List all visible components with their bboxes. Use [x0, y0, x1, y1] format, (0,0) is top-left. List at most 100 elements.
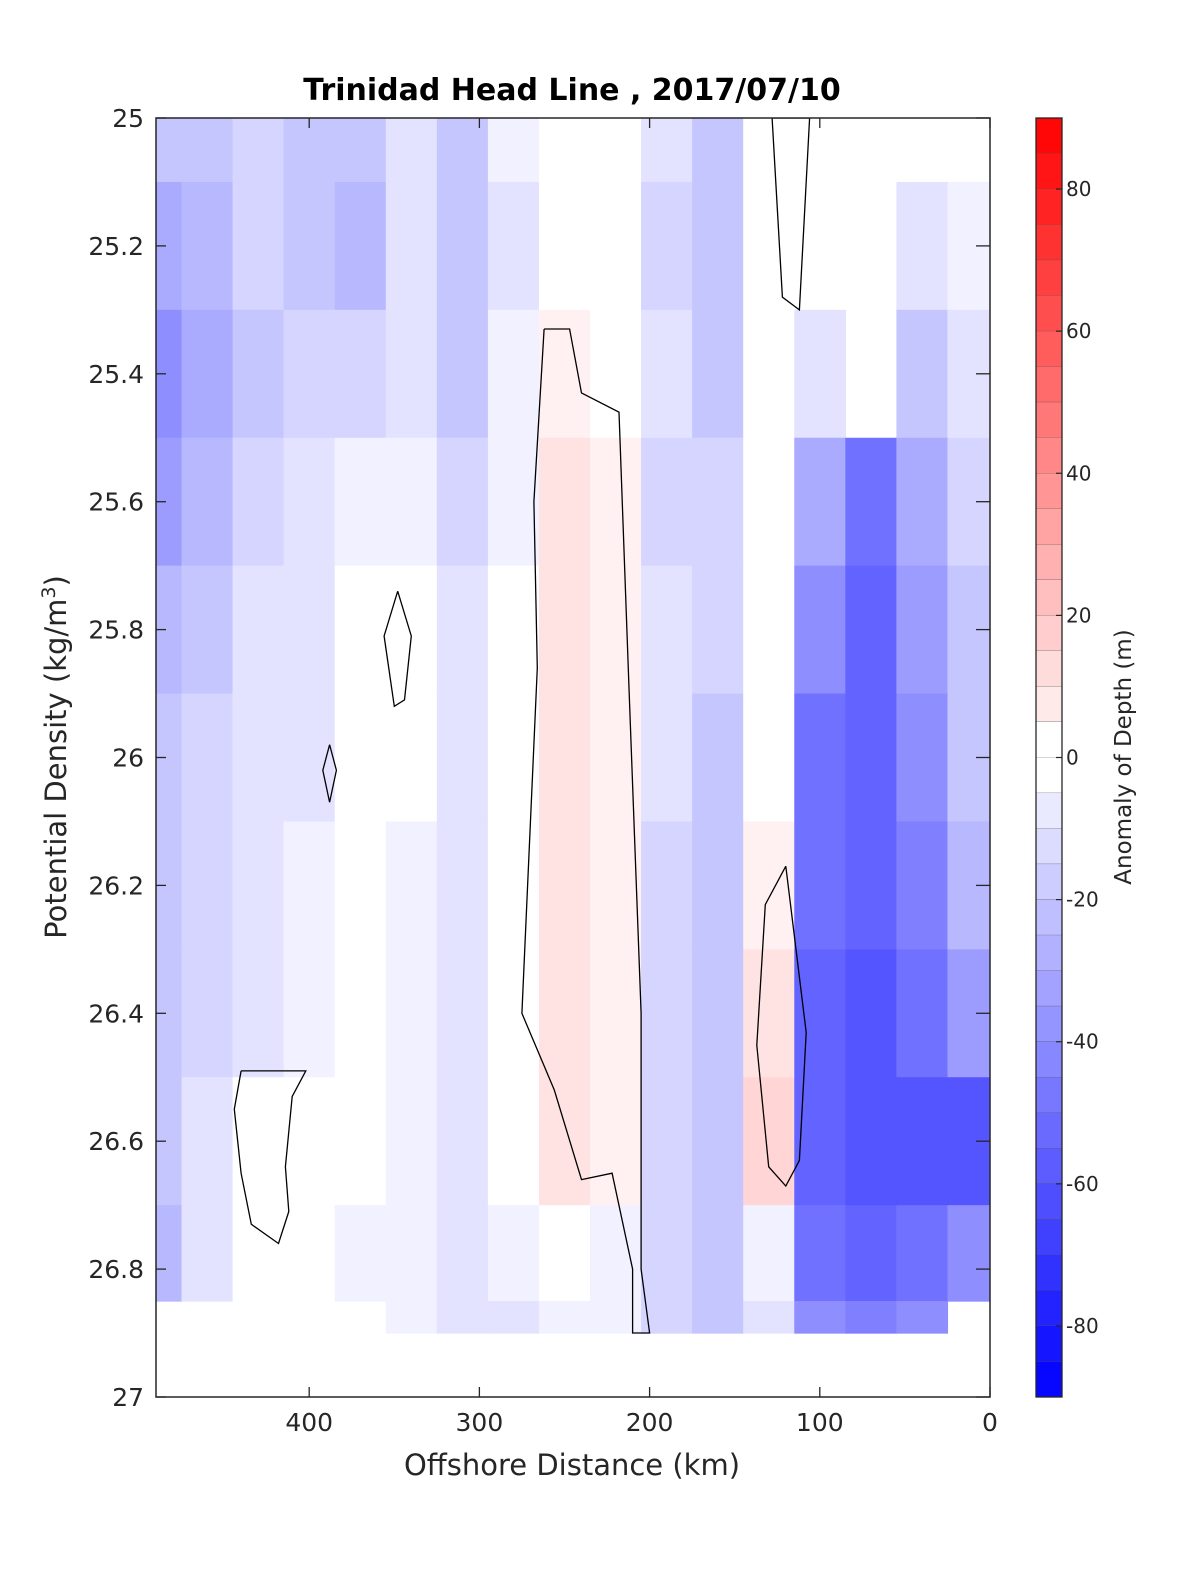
colorbar-segment — [1036, 864, 1062, 901]
heatmap-cell — [743, 821, 795, 950]
colorbar-segment — [1036, 331, 1062, 368]
heatmap-cell — [794, 693, 846, 823]
colorbar-segment — [1036, 1325, 1062, 1362]
heatmap-cell — [487, 118, 540, 183]
heatmap-cell — [436, 693, 489, 823]
heatmap-cell — [334, 1077, 387, 1206]
colorbar-segment — [1036, 828, 1062, 865]
heatmap-cell — [538, 181, 591, 311]
heatmap-cell — [692, 565, 744, 695]
y-axis-label-close: ) — [39, 575, 73, 586]
heatmap-cell — [181, 565, 234, 695]
heatmap-cell — [794, 1301, 846, 1334]
heatmap-cell — [232, 949, 285, 1078]
heatmap-cell — [232, 693, 285, 823]
heatmap-cell — [487, 437, 540, 567]
colorbar-segment — [1036, 260, 1062, 297]
colorbar-tick-label: -20 — [1066, 888, 1099, 912]
y-tick-label: 26 — [112, 744, 144, 773]
heatmap-cell — [947, 437, 990, 567]
zero-contour-line — [771, 118, 811, 312]
heatmap-cell — [947, 309, 990, 439]
heatmap-cell — [590, 693, 642, 823]
y-tick-label: 26.2 — [88, 871, 144, 900]
colorbar-segment — [1036, 1219, 1062, 1256]
colorbar-segment — [1036, 189, 1062, 225]
colorbar-segment — [1036, 402, 1062, 439]
heatmap-cell — [181, 309, 234, 439]
y-tick-label: 25.4 — [88, 360, 144, 389]
heatmap-cell — [692, 181, 744, 311]
heatmap-cell — [794, 309, 846, 439]
heatmap-cell — [590, 949, 642, 1078]
heatmap-cell — [947, 565, 990, 695]
heatmap-cell — [641, 437, 693, 567]
heatmap-cell — [283, 821, 336, 950]
x-axis-label: Offshore Distance (km) — [404, 1448, 740, 1482]
heatmap-cell — [487, 1301, 540, 1334]
heatmap-cell — [641, 181, 693, 311]
heatmap-cell — [436, 565, 489, 695]
heatmap-cell — [947, 821, 990, 950]
heatmap-cell — [181, 118, 234, 183]
colorbar-segment — [1036, 1041, 1062, 1078]
heatmap-cell — [385, 693, 438, 823]
heatmap-cell — [232, 181, 285, 311]
colorbar-segment — [1036, 544, 1062, 581]
heatmap-cell — [590, 1301, 642, 1334]
heatmap-cell — [283, 118, 336, 183]
colorbar-segment — [1036, 508, 1062, 545]
heatmap-cell — [743, 181, 795, 311]
heatmap-cell — [487, 949, 540, 1078]
y-axis-label-superscript: 3 — [38, 586, 60, 598]
colorbar-tick-label: 0 — [1066, 746, 1079, 770]
heatmap-cell — [845, 437, 897, 567]
colorbar-segment — [1036, 721, 1062, 758]
heatmap-cell — [538, 1077, 591, 1206]
heatmap-cell — [947, 693, 990, 823]
colorbar-segment — [1036, 1006, 1062, 1043]
heatmap-cell — [743, 309, 795, 439]
y-tick-label: 26.4 — [88, 999, 144, 1028]
heatmap-cell — [743, 949, 795, 1078]
heatmap-cell — [232, 309, 285, 439]
heatmap-cell — [896, 1205, 949, 1302]
x-tick-label: 300 — [456, 1408, 504, 1437]
colorbar-segment — [1036, 686, 1062, 723]
heatmap-cell — [232, 821, 285, 950]
heatmap-cell — [794, 949, 846, 1078]
x-tick-label: 100 — [796, 1408, 844, 1437]
heatmap-cell — [794, 565, 846, 695]
heatmap-cell — [487, 1205, 540, 1302]
heatmap-cell — [385, 181, 438, 311]
heatmap-cell — [538, 118, 591, 183]
zero-contours — [233, 118, 811, 1334]
heatmap-cell — [283, 1205, 336, 1302]
heatmap-cell — [181, 1205, 234, 1302]
colorbar-segment — [1036, 1112, 1062, 1149]
heatmap-cell — [896, 565, 949, 695]
heatmap-cell — [232, 437, 285, 567]
heatmap-cell — [283, 949, 336, 1078]
heatmap-cell — [590, 309, 642, 439]
colorbar-tick-label: 20 — [1066, 603, 1091, 627]
y-tick-label: 25.2 — [88, 232, 144, 261]
heatmap-cell — [641, 1301, 693, 1334]
colorbar-segment — [1036, 1290, 1062, 1327]
colorbar-tick-label: -60 — [1066, 1172, 1099, 1196]
heatmap-cell — [436, 181, 489, 311]
heatmap-cell — [385, 437, 438, 567]
heatmap-cell — [896, 1077, 949, 1206]
colorbar-segment — [1036, 295, 1062, 332]
heatmap-cell — [641, 693, 693, 823]
heatmap-cell — [590, 118, 642, 183]
heatmap-cell — [743, 1301, 795, 1334]
heatmap-cell — [743, 1205, 795, 1302]
heatmap-cell — [283, 309, 336, 439]
heatmap-cell — [641, 1077, 693, 1206]
chart-title: Trinidad Head Line , 2017/07/10 — [303, 73, 840, 108]
heatmap-cell — [641, 949, 693, 1078]
colorbar-label: Anomaly of Depth (m) — [1111, 629, 1137, 884]
colorbar: 80 60 40 20 0 -20 -40 -60 -80 — [1035, 117, 1099, 1398]
